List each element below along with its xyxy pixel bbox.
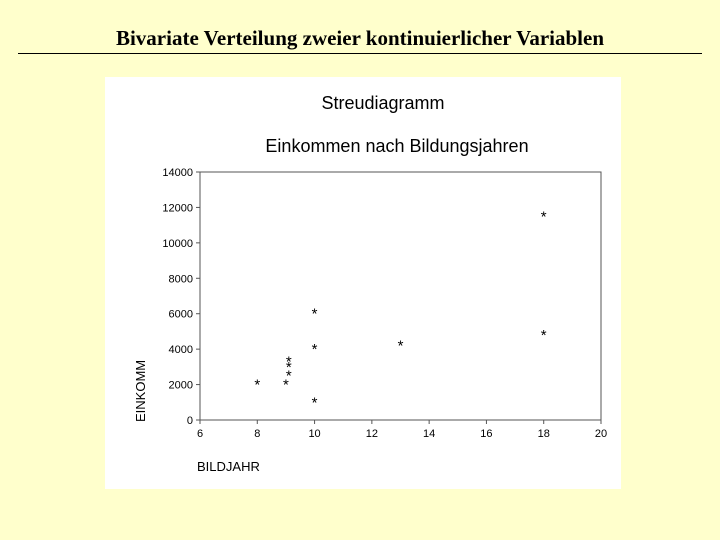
y-tick-label: 10000 [162,238,193,250]
y-tick-label: 14000 [162,167,193,179]
chart-subtitle: Einkommen nach Bildungsjahren [265,136,528,156]
data-point: * [286,354,292,371]
data-point: * [312,394,318,411]
data-point: * [541,208,547,225]
chart-title: Streudiagramm [321,93,444,113]
data-point: * [398,338,404,355]
x-axis-label: BILDJAHR [197,459,260,474]
x-tick-label: 10 [308,428,320,440]
data-point: * [283,377,289,394]
y-tick-label: 12000 [162,202,193,214]
data-point: * [254,377,260,394]
x-tick-label: 6 [197,428,203,440]
plot-frame [199,171,602,421]
x-tick-label: 18 [538,428,550,440]
y-tick-label: 4000 [169,344,193,356]
data-point: * [286,368,292,385]
y-tick-label: 0 [187,415,193,427]
data-point: * [312,341,318,358]
data-point: * [286,359,292,376]
chart-panel: Streudiagramm Einkommen nach Bildungsjah… [105,77,621,489]
title-divider [18,53,702,54]
data-point: * [541,327,547,344]
x-tick-label: 8 [254,428,260,440]
x-tick-label: 20 [595,428,607,440]
y-tick-label: 6000 [169,309,193,321]
y-tick-label: 8000 [169,273,193,285]
x-tick-label: 16 [480,428,492,440]
slide-title: Bivariate Verteilung zweier kontinuierli… [115,26,605,50]
data-point: * [312,306,318,323]
y-axis-label: EINKOMM [133,360,148,422]
scatter-chart: Streudiagramm Einkommen nach Bildungsjah… [133,93,607,474]
data-points: * ********** [254,208,546,411]
axis-ticks: 6 8 10 12 14 16 18 20 0 2000 4000 6000 8000 10000 1200… [162,167,607,440]
x-tick-label: 14 [423,428,435,440]
x-tick-label: 12 [366,428,378,440]
y-tick-label: 2000 [169,380,193,392]
